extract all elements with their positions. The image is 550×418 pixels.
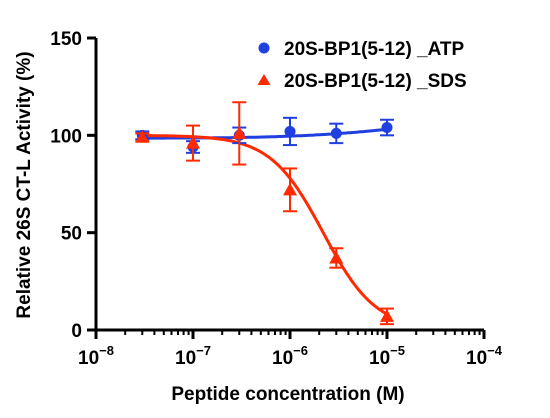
x-tick-label: 10−4 bbox=[466, 343, 503, 369]
x-tick-label: 10−7 bbox=[175, 343, 211, 369]
data-point-atp bbox=[381, 122, 393, 134]
data-point-atp bbox=[330, 127, 342, 139]
x-axis-label: Peptide concentration (M) bbox=[171, 384, 404, 405]
y-tick-label: 50 bbox=[61, 224, 82, 245]
x-tick-label: 10−5 bbox=[369, 343, 405, 369]
legend: 20S-BP1(5-12) _ATP 20S-BP1(5-12) _SDS bbox=[257, 39, 467, 92]
legend-marker-sds bbox=[257, 74, 271, 85]
legend-label-atp: 20S-BP1(5-12) _ATP bbox=[284, 39, 465, 60]
fit-curve-sds bbox=[142, 134, 388, 316]
legend-marker-atp bbox=[258, 42, 270, 54]
data-point-atp bbox=[284, 125, 296, 137]
y-tick-label: 150 bbox=[50, 29, 82, 50]
x-tick-label: 10−6 bbox=[272, 343, 308, 369]
data-point-sds bbox=[329, 250, 344, 264]
legend-label-sds: 20S-BP1(5-12) _SDS bbox=[284, 71, 467, 92]
fit-curve-atp bbox=[142, 127, 388, 140]
data-point-sds bbox=[232, 126, 247, 139]
data-point-sds bbox=[283, 182, 297, 196]
data-point-sds bbox=[135, 130, 150, 143]
data-point-sds bbox=[186, 136, 200, 149]
y-tick-label: 100 bbox=[50, 126, 82, 147]
y-axis-label: Relative 26S CT-L Activity (%) bbox=[14, 51, 35, 318]
y-axis-ticks: 0 50 100 150 bbox=[50, 29, 96, 342]
data-series bbox=[135, 101, 394, 326]
x-tick-label: 10−8 bbox=[78, 343, 114, 369]
data-point-sds bbox=[380, 309, 394, 322]
x-axis-ticks: 10−8 10−7 10−6 10−5 10−4 bbox=[78, 330, 503, 369]
y-tick-label: 0 bbox=[71, 321, 82, 342]
